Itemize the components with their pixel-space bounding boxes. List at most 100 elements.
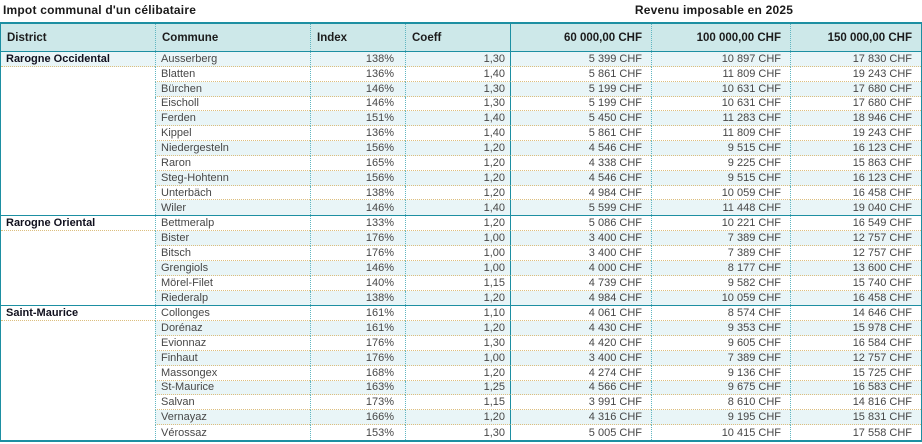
coeff-cell[interactable]: 1,10 (405, 306, 510, 322)
amount-150k-cell[interactable]: 19 243 CHF (790, 126, 921, 142)
index-cell[interactable]: 176% (310, 350, 405, 366)
amount-150k-cell[interactable]: 16 584 CHF (790, 336, 921, 351)
coeff-cell[interactable]: 1,25 (405, 380, 510, 396)
coeff-cell[interactable]: 1,20 (405, 155, 510, 171)
amount-150k-cell[interactable]: 19 243 CHF (790, 66, 921, 82)
index-cell[interactable]: 146% (310, 200, 405, 216)
amount-100k-cell[interactable]: 10 631 CHF (651, 96, 790, 112)
amount-60k-cell[interactable]: 4 566 CHF (510, 380, 651, 396)
index-cell[interactable]: 173% (310, 395, 405, 411)
amount-60k-cell[interactable]: 3 400 CHF (510, 350, 651, 366)
amount-100k-cell[interactable]: 10 221 CHF (651, 216, 790, 232)
index-cell[interactable]: 138% (310, 52, 405, 67)
amount-60k-cell[interactable]: 5 199 CHF (510, 96, 651, 112)
amount-150k-cell[interactable]: 14 816 CHF (790, 395, 921, 411)
district-cell[interactable] (1, 97, 155, 112)
index-cell[interactable]: 138% (310, 290, 405, 306)
amount-100k-cell[interactable]: 11 448 CHF (651, 200, 790, 216)
district-cell[interactable] (1, 395, 155, 410)
commune-cell[interactable]: Salvan (155, 395, 310, 411)
district-cell[interactable]: Saint-Maurice (1, 306, 155, 322)
amount-100k-cell[interactable]: 10 897 CHF (651, 52, 790, 67)
commune-cell[interactable]: Kippel (155, 126, 310, 142)
district-cell[interactable] (1, 366, 155, 381)
amount-150k-cell[interactable]: 15 740 CHF (790, 275, 921, 291)
amount-150k-cell[interactable]: 13 600 CHF (790, 260, 921, 276)
index-cell[interactable]: 163% (310, 380, 405, 396)
amount-100k-cell[interactable]: 8 177 CHF (651, 260, 790, 276)
district-cell[interactable] (1, 231, 155, 246)
amount-60k-cell[interactable]: 5 005 CHF (510, 425, 651, 440)
index-cell[interactable]: 168% (310, 365, 405, 381)
index-cell[interactable]: 165% (310, 155, 405, 171)
amount-150k-cell[interactable]: 15 725 CHF (790, 365, 921, 381)
amount-150k-cell[interactable]: 16 549 CHF (790, 216, 921, 232)
index-cell[interactable]: 176% (310, 231, 405, 246)
district-cell[interactable] (1, 141, 155, 156)
district-cell[interactable] (1, 82, 155, 97)
amount-100k-cell[interactable]: 10 059 CHF (651, 185, 790, 201)
amount-100k-cell[interactable]: 9 515 CHF (651, 141, 790, 156)
coeff-cell[interactable]: 1,20 (405, 216, 510, 232)
index-cell[interactable]: 166% (310, 410, 405, 426)
header-income-60k[interactable]: 60 000,00 CHF (510, 24, 651, 51)
district-cell[interactable]: Rarogne Oriental (1, 216, 155, 232)
district-cell[interactable] (1, 186, 155, 201)
amount-60k-cell[interactable]: 4 000 CHF (510, 260, 651, 276)
amount-150k-cell[interactable]: 16 458 CHF (790, 290, 921, 306)
coeff-cell[interactable]: 1,30 (405, 425, 510, 440)
coeff-cell[interactable]: 1,40 (405, 126, 510, 142)
index-cell[interactable]: 140% (310, 275, 405, 291)
amount-100k-cell[interactable]: 10 059 CHF (651, 290, 790, 306)
coeff-cell[interactable]: 1,30 (405, 52, 510, 67)
coeff-cell[interactable]: 1,20 (405, 410, 510, 426)
commune-cell[interactable]: Niedergesteln (155, 141, 310, 156)
coeff-cell[interactable]: 1,15 (405, 275, 510, 291)
amount-150k-cell[interactable]: 12 757 CHF (790, 245, 921, 261)
index-cell[interactable]: 146% (310, 81, 405, 97)
commune-cell[interactable]: Unterbäch (155, 185, 310, 201)
amount-60k-cell[interactable]: 4 546 CHF (510, 170, 651, 186)
district-cell[interactable] (1, 276, 155, 291)
amount-100k-cell[interactable]: 11 809 CHF (651, 126, 790, 142)
commune-cell[interactable]: Massongex (155, 365, 310, 381)
coeff-cell[interactable]: 1,00 (405, 245, 510, 261)
district-cell[interactable] (1, 425, 155, 440)
commune-cell[interactable]: Vernayaz (155, 410, 310, 426)
amount-60k-cell[interactable]: 5 861 CHF (510, 126, 651, 142)
district-cell[interactable] (1, 171, 155, 186)
amount-60k-cell[interactable]: 4 274 CHF (510, 365, 651, 381)
amount-100k-cell[interactable]: 10 415 CHF (651, 425, 790, 440)
header-index[interactable]: Index (310, 24, 405, 51)
commune-cell[interactable]: Ausserberg (155, 52, 310, 67)
amount-100k-cell[interactable]: 7 389 CHF (651, 245, 790, 261)
amount-150k-cell[interactable]: 14 646 CHF (790, 306, 921, 322)
amount-60k-cell[interactable]: 4 984 CHF (510, 185, 651, 201)
amount-150k-cell[interactable]: 16 458 CHF (790, 185, 921, 201)
coeff-cell[interactable]: 1,20 (405, 141, 510, 156)
amount-150k-cell[interactable]: 15 978 CHF (790, 321, 921, 337)
commune-cell[interactable]: Ferden (155, 111, 310, 127)
index-cell[interactable]: 146% (310, 96, 405, 112)
amount-100k-cell[interactable]: 7 389 CHF (651, 350, 790, 366)
amount-100k-cell[interactable]: 9 605 CHF (651, 336, 790, 351)
district-cell[interactable] (1, 126, 155, 141)
commune-cell[interactable]: Bürchen (155, 81, 310, 97)
district-cell[interactable] (1, 261, 155, 276)
amount-100k-cell[interactable]: 11 283 CHF (651, 111, 790, 127)
commune-cell[interactable]: Evionnaz (155, 336, 310, 351)
amount-150k-cell[interactable]: 17 558 CHF (790, 425, 921, 440)
index-cell[interactable]: 151% (310, 111, 405, 127)
amount-100k-cell[interactable]: 9 225 CHF (651, 155, 790, 171)
commune-cell[interactable]: Bister (155, 231, 310, 246)
commune-cell[interactable]: Collonges (155, 306, 310, 322)
index-cell[interactable]: 153% (310, 425, 405, 440)
district-cell[interactable] (1, 381, 155, 396)
amount-60k-cell[interactable]: 4 546 CHF (510, 141, 651, 156)
amount-60k-cell[interactable]: 4 984 CHF (510, 290, 651, 306)
index-cell[interactable]: 133% (310, 216, 405, 232)
index-cell[interactable]: 136% (310, 66, 405, 82)
commune-cell[interactable]: St-Maurice (155, 380, 310, 396)
commune-cell[interactable]: Mörel-Filet (155, 275, 310, 291)
header-commune[interactable]: Commune (155, 24, 310, 51)
